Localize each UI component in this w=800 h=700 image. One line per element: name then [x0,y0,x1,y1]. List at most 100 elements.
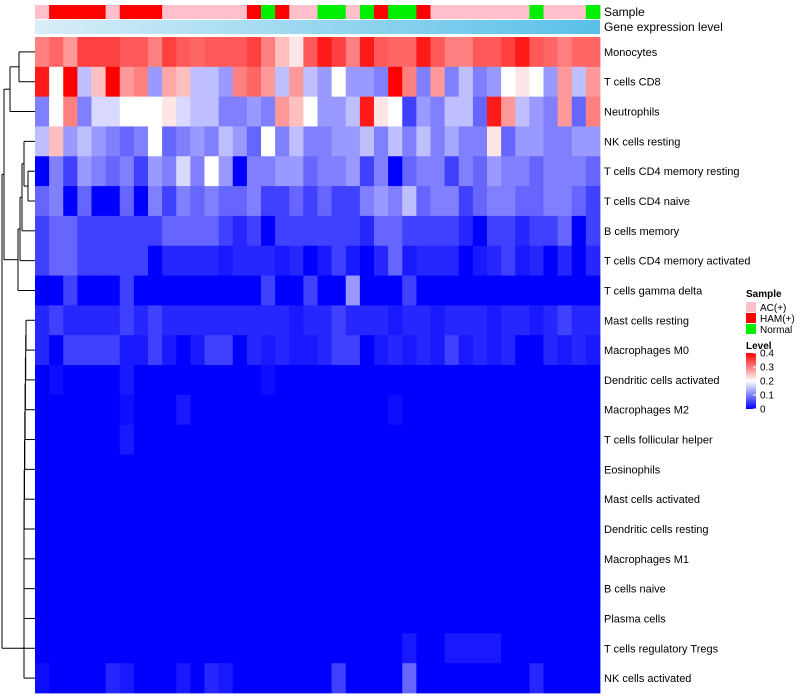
heatmap-cell [515,156,530,187]
heatmap-cell [430,603,446,634]
heatmap-cell [416,305,431,336]
heatmap-cell [162,215,177,247]
heatmap-cell [388,484,403,515]
sample-cell [91,5,107,19]
heatmap-cell [501,633,516,664]
heatmap-cell [119,275,135,306]
heatmap-cell [190,126,205,157]
heatmap-cell [557,245,573,276]
heatmap-cell [162,245,177,276]
heatmap-cell [374,335,389,366]
heatmap-cell [416,275,431,306]
heatmap-cell [557,305,573,336]
heatmap-cell [374,394,389,426]
heatmap-cell [105,514,121,545]
heatmap-cell [317,454,333,485]
heatmap-cell [246,37,262,68]
heatmap-cell [105,126,121,157]
heatmap-cell [345,454,361,485]
heatmap-cell [162,603,177,634]
heatmap-cell [35,66,50,98]
heatmap-cell [204,573,220,604]
heatmap-cell [543,126,559,157]
heatmap-cell [374,454,389,485]
heatmap-cell [91,514,107,545]
row-label: Dendritic cells resting [604,524,709,536]
heatmap-cell [501,275,516,306]
legend-sample-title: Sample [746,289,782,300]
heatmap-cell [515,215,530,247]
heatmap-cell [430,335,446,366]
heatmap-cell [105,663,121,694]
heatmap-cell [105,573,121,604]
heatmap-cell [105,186,121,217]
heatmap-cell [232,454,248,485]
heatmap-cell [246,454,262,485]
heatmap-cell [585,454,601,485]
heatmap-cell [190,394,205,426]
heatmap-cell [345,424,361,455]
heatmap-cell [289,66,304,98]
heatmap-cell [49,514,64,545]
heatmap-cell [289,96,304,127]
heatmap-cell [458,37,474,68]
heatmap-cell [49,335,64,366]
heatmap-cell [204,96,220,127]
heatmap-cell [105,365,121,396]
heatmap-cell [176,365,191,396]
heatmap-cell [275,633,290,664]
heatmap-cell [543,305,559,336]
heatmap-cell [162,275,177,306]
heatmap-cell [472,186,488,217]
heatmap-cell [162,186,177,217]
heatmap-cell [289,633,304,664]
heatmap-cell [261,275,276,306]
heatmap-cell [218,454,234,485]
heatmap-cell [374,215,389,247]
heatmap-cell [416,633,431,664]
heatmap-cell [416,424,431,455]
heatmap-cell [176,424,191,455]
heatmap-cell [35,305,50,336]
heatmap-cell [317,484,333,515]
heatmap-cell [374,573,389,604]
heatmap-cell [402,245,417,276]
heatmap-cell [49,305,64,336]
row-label: Macrophages M2 [604,405,689,417]
heatmap-cell [246,305,262,336]
heatmap-cell [49,424,64,455]
heatmap-cell [289,275,304,306]
legend-sample-label: Normal [760,325,792,336]
heatmap-cell [557,633,573,664]
heatmap-cell [388,514,403,545]
heatmap-cell [204,484,220,515]
heatmap-cell [359,275,375,306]
heatmap-cell [303,275,318,306]
heatmap-cell [529,305,544,336]
heatmap-cell [331,573,347,604]
heatmap-cell [472,156,488,187]
heatmap-cell [472,454,488,485]
heatmap-cell [119,454,135,485]
heatmap-cell [133,275,149,306]
heatmap-cell [402,633,417,664]
heatmap-cell [543,663,559,694]
heatmap-cell [487,335,502,366]
heatmap-cell [571,514,587,545]
heatmap-cell [571,156,587,187]
heatmap-cell [49,37,64,68]
heatmap-cell [515,424,530,455]
heatmap-cell [119,186,135,217]
heatmap-cell [35,245,50,276]
heatmap-cell [35,37,50,68]
heatmap-cell [162,305,177,336]
heatmap-cell [190,215,205,247]
heatmap-cell [105,603,121,634]
heatmap-cell [275,365,290,396]
heatmap-cell [148,335,163,366]
heatmap-cell [416,126,431,157]
heatmap-cell [176,66,191,98]
heatmap-cell [388,126,403,157]
heatmap-cell [148,96,163,127]
heatmap-cell [543,245,559,276]
